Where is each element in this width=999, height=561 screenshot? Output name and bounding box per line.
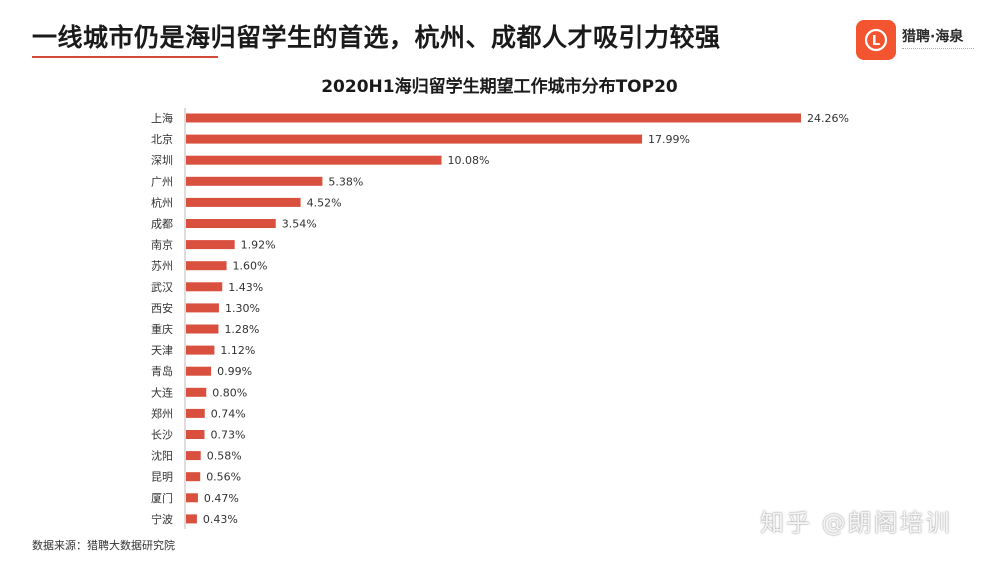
logo-text: 猎聘·海泉 xyxy=(902,29,964,45)
bar xyxy=(186,197,301,207)
value-label: 1.12% xyxy=(220,344,255,357)
bar xyxy=(186,345,215,355)
bar xyxy=(186,113,801,123)
category-label: 武汉 xyxy=(151,281,173,294)
category-label: 上海 xyxy=(151,111,173,125)
logo-mark-icon: L xyxy=(864,28,888,52)
brand-logo: L 猎聘·海泉 xyxy=(856,20,976,64)
bar xyxy=(186,451,201,461)
value-label: 5.38% xyxy=(328,175,363,188)
bar xyxy=(186,303,219,313)
value-label: 1.92% xyxy=(241,239,276,252)
category-label: 沈阳 xyxy=(151,449,173,463)
value-label: 0.47% xyxy=(204,492,239,505)
value-label: 10.08% xyxy=(448,154,490,167)
category-label: 杭州 xyxy=(151,195,173,209)
category-label: 天津 xyxy=(151,344,173,357)
watermark: 知乎 @朗阁培训 xyxy=(760,509,952,537)
bar xyxy=(186,408,205,418)
headline-underline xyxy=(32,56,218,58)
bar xyxy=(186,240,235,250)
category-label: 成都 xyxy=(151,218,173,231)
value-label: 4.52% xyxy=(307,196,342,209)
category-label: 郑州 xyxy=(151,406,173,420)
bar xyxy=(186,366,212,376)
logo-glyph: L xyxy=(872,34,880,49)
bar xyxy=(186,219,276,228)
value-label: 0.58% xyxy=(207,450,242,463)
value-label: 1.28% xyxy=(224,323,259,336)
value-label: 0.56% xyxy=(206,471,241,484)
value-label: 0.80% xyxy=(212,386,247,399)
category-label: 长沙 xyxy=(151,429,173,442)
value-label: 1.30% xyxy=(225,302,260,315)
category-label: 重庆 xyxy=(151,322,173,336)
value-label: 3.54% xyxy=(282,218,317,231)
bar xyxy=(186,493,198,503)
category-label: 北京 xyxy=(151,132,173,146)
category-label: 广州 xyxy=(151,175,173,188)
bar xyxy=(186,134,643,144)
value-label: 1.60% xyxy=(233,260,268,273)
value-label: 0.74% xyxy=(211,407,246,420)
bar xyxy=(186,324,219,334)
bar xyxy=(186,261,227,271)
bar xyxy=(186,514,197,524)
bar xyxy=(186,176,323,186)
category-label: 青岛 xyxy=(151,364,173,378)
category-label: 昆明 xyxy=(151,471,173,484)
data-source: 数据来源：猎聘大数据研究院 xyxy=(32,539,175,552)
bar xyxy=(186,387,207,397)
category-label: 西安 xyxy=(151,301,173,315)
chart-title: 2020H1海归留学生期望工作城市分布TOP20 xyxy=(321,77,678,97)
value-label: 0.43% xyxy=(203,513,238,526)
bar xyxy=(186,155,442,165)
category-label: 深圳 xyxy=(151,154,173,167)
value-label: 0.73% xyxy=(211,429,246,442)
value-label: 24.26% xyxy=(807,112,849,125)
category-label: 宁波 xyxy=(151,512,173,526)
value-label: 17.99% xyxy=(648,133,690,146)
headline: 一线城市仍是海归留学生的首选，杭州、成都人才吸引力较强 xyxy=(32,23,721,52)
value-label: 1.43% xyxy=(228,281,263,294)
logo-subline xyxy=(902,48,974,52)
category-label: 厦门 xyxy=(151,491,173,505)
bar xyxy=(186,430,205,439)
category-label: 苏州 xyxy=(151,260,173,273)
category-label: 南京 xyxy=(151,238,173,252)
value-label: 0.99% xyxy=(217,365,252,378)
bar xyxy=(186,472,201,482)
category-label: 大连 xyxy=(151,385,173,399)
logo-badge-icon: L xyxy=(856,20,896,60)
bar xyxy=(186,282,223,292)
